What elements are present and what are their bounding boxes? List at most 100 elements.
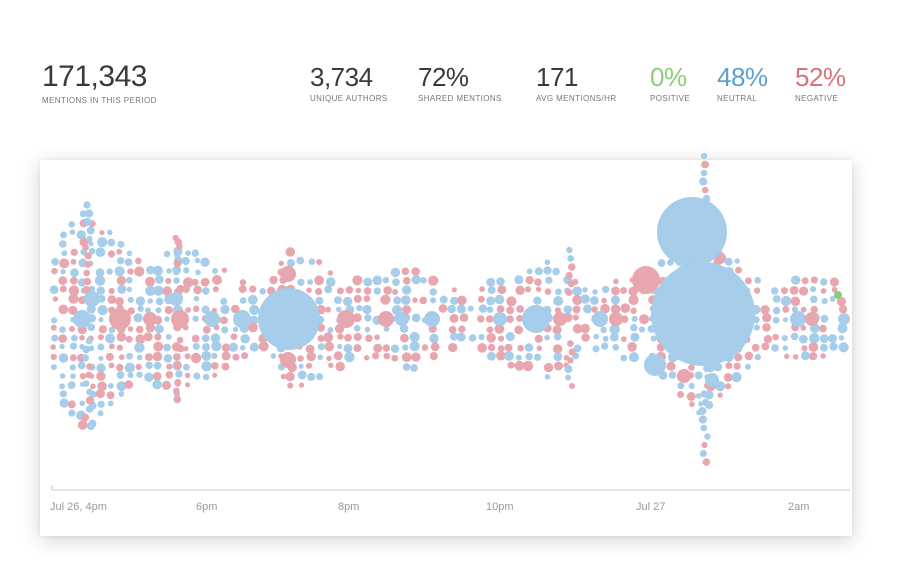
mention-bubble[interactable] <box>192 305 200 313</box>
mention-bubble[interactable] <box>526 268 533 275</box>
mention-bubble[interactable] <box>356 305 363 312</box>
mention-bubble[interactable] <box>801 345 808 352</box>
mention-bubble[interactable] <box>59 240 67 248</box>
mention-bubble[interactable] <box>152 379 162 390</box>
mention-bubble[interactable] <box>258 288 320 350</box>
mention-bubble[interactable] <box>97 334 104 341</box>
mention-bubble[interactable] <box>175 370 183 378</box>
mention-bubble[interactable] <box>552 267 560 276</box>
mention-bubble[interactable] <box>629 352 639 363</box>
mention-bubble[interactable] <box>666 361 676 371</box>
mention-bubble[interactable] <box>468 334 477 342</box>
mention-bubble[interactable] <box>96 286 106 295</box>
mention-bubble[interactable] <box>525 276 534 285</box>
mention-bubble[interactable] <box>448 325 457 334</box>
mention-bubble[interactable] <box>702 458 711 466</box>
mention-bubble[interactable] <box>522 360 534 372</box>
mention-bubble[interactable] <box>838 335 845 341</box>
mention-bubble[interactable] <box>567 340 574 347</box>
mention-bubble[interactable] <box>297 355 304 362</box>
mention-bubble[interactable] <box>238 285 247 294</box>
mention-bubble[interactable] <box>220 304 230 315</box>
mention-bubble[interactable] <box>363 277 373 287</box>
mention-bubble[interactable] <box>836 296 847 307</box>
mention-bubble[interactable] <box>165 334 172 340</box>
mention-bubble[interactable] <box>363 287 372 295</box>
mention-bubble[interactable] <box>698 401 704 407</box>
mention-bubble[interactable] <box>163 343 171 352</box>
mention-bubble[interactable] <box>116 381 127 392</box>
mention-bubble[interactable] <box>144 372 154 382</box>
mention-bubble[interactable] <box>479 286 485 292</box>
mention-bubble[interactable] <box>125 335 133 343</box>
mention-bubble[interactable] <box>522 305 550 333</box>
mention-bubble[interactable] <box>83 217 92 227</box>
mention-bubble[interactable] <box>744 363 751 370</box>
mention-bubble[interactable] <box>108 362 115 369</box>
mention-bubble[interactable] <box>524 286 532 293</box>
mention-bubble[interactable] <box>429 288 437 296</box>
mention-bubble[interactable] <box>701 160 709 169</box>
mention-bubble[interactable] <box>202 287 210 295</box>
mention-bubble[interactable] <box>71 334 78 342</box>
mention-bubble[interactable] <box>609 324 620 335</box>
mention-bubble[interactable] <box>583 304 592 314</box>
mention-bubble[interactable] <box>731 372 742 383</box>
mention-bubble[interactable] <box>278 260 284 266</box>
mention-bubble[interactable] <box>600 303 610 314</box>
mention-bubble[interactable] <box>305 344 315 354</box>
mention-bubble[interactable] <box>117 284 127 294</box>
mention-bubble[interactable] <box>630 324 638 332</box>
mention-bubble[interactable] <box>185 382 191 388</box>
mention-bubble[interactable] <box>800 325 807 331</box>
mention-bubble[interactable] <box>50 324 57 331</box>
mention-bubble[interactable] <box>612 344 619 351</box>
mention-bubble[interactable] <box>477 343 488 353</box>
mention-bubble[interactable] <box>429 333 439 344</box>
mention-bubble[interactable] <box>221 267 227 273</box>
mention-bubble[interactable] <box>352 275 363 286</box>
mention-bubble[interactable] <box>533 296 542 305</box>
mention-bubble[interactable] <box>411 352 421 362</box>
mention-bubble[interactable] <box>630 307 637 314</box>
mention-bubble[interactable] <box>59 326 66 334</box>
mention-bubble[interactable] <box>627 342 637 352</box>
mention-bubble[interactable] <box>459 313 469 322</box>
mention-bubble[interactable] <box>609 332 619 342</box>
mention-bubble[interactable] <box>94 275 106 286</box>
mention-bubble[interactable] <box>601 342 609 350</box>
mention-bubble[interactable] <box>59 373 66 379</box>
mention-bubble[interactable] <box>173 361 182 370</box>
mention-bubble[interactable] <box>592 345 600 353</box>
mention-bubble[interactable] <box>116 344 123 351</box>
mention-bubble[interactable] <box>657 259 666 267</box>
mention-bubble[interactable] <box>353 294 362 303</box>
mention-bubble[interactable] <box>164 306 173 315</box>
mention-bubble[interactable] <box>306 287 312 294</box>
mention-bubble[interactable] <box>147 298 153 304</box>
mention-bubble[interactable] <box>516 314 524 322</box>
mention-bubble[interactable] <box>456 304 466 314</box>
mention-bubble[interactable] <box>84 291 100 307</box>
mention-bubble[interactable] <box>192 315 199 322</box>
mention-bubble[interactable] <box>609 312 623 326</box>
mention-bubble[interactable] <box>86 235 93 243</box>
mention-bubble[interactable] <box>581 333 590 342</box>
mention-bubble[interactable] <box>201 351 212 361</box>
mention-bubble[interactable] <box>241 352 249 360</box>
mention-bubble[interactable] <box>317 343 325 351</box>
mention-bubble[interactable] <box>514 275 524 285</box>
mention-bubble[interactable] <box>651 262 755 366</box>
mention-bubble[interactable] <box>305 362 313 369</box>
mention-bubble[interactable] <box>118 354 125 360</box>
mention-bubble[interactable] <box>232 326 239 333</box>
mention-bubble[interactable] <box>315 373 324 381</box>
mention-bubble[interactable] <box>343 344 353 353</box>
mention-bubble[interactable] <box>116 248 123 255</box>
mention-bubble[interactable] <box>314 275 324 286</box>
mention-bubble[interactable] <box>211 362 219 370</box>
mention-bubble[interactable] <box>829 277 840 287</box>
mention-bubble[interactable] <box>82 380 90 387</box>
mention-bubble[interactable] <box>336 306 342 313</box>
mention-bubble[interactable] <box>307 372 316 381</box>
